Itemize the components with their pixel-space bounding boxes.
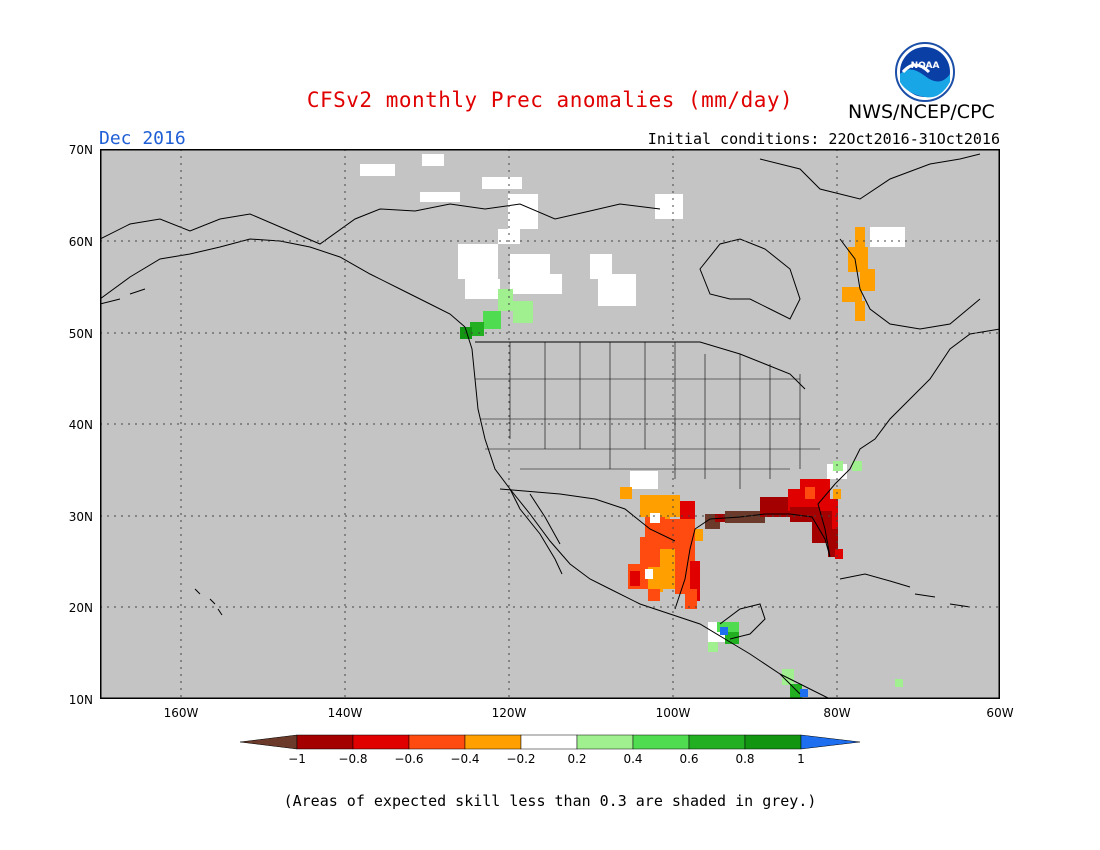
lon-label-160w: 160W: [163, 706, 199, 720]
lon-label-60w: 60W: [986, 706, 1014, 720]
lon-label-100w: 100W: [655, 706, 691, 720]
coastlines: [100, 153, 1000, 699]
lat-label-70n: 70N: [68, 143, 93, 157]
colorbar: [240, 734, 860, 750]
agency-label: NWS/NCEP/CPC: [848, 101, 995, 123]
anomaly-negative: [620, 479, 843, 609]
colorbar-label: −1: [288, 752, 306, 766]
svg-text:NOAA: NOAA: [911, 61, 940, 71]
state-borders: [475, 342, 820, 489]
lat-label-40n: 40N: [68, 418, 93, 432]
colorbar-label: 0.8: [735, 752, 755, 766]
colorbar-label: 0.2: [567, 752, 587, 766]
anomaly-positive: [460, 289, 903, 698]
colorbar-label: 1: [797, 752, 805, 766]
map-title: CFSv2 monthly Prec anomalies (mm/day): [306, 88, 794, 112]
colorbar-label: −0.4: [450, 752, 480, 766]
lat-label-60n: 60N: [68, 235, 93, 249]
lon-label-120w: 120W: [491, 706, 527, 720]
forecast-month: Dec 2016: [99, 128, 186, 149]
lon-label-140w: 140W: [327, 706, 363, 720]
colorbar-label: 0.4: [623, 752, 643, 766]
skill-note: (Areas of expected skill less than 0.3 a…: [283, 792, 817, 810]
anomaly-near-zero: [360, 154, 905, 642]
lat-label-20n: 20N: [68, 601, 93, 615]
colorbar-label: −0.6: [394, 752, 424, 766]
lat-label-30n: 30N: [68, 510, 93, 524]
initial-conditions: Initial conditions: 22Oct2016-31Oct2016: [647, 130, 1000, 148]
lat-label-10n: 10N: [68, 693, 93, 707]
colorbar-label: −0.8: [338, 752, 368, 766]
anomaly-map: [100, 149, 1000, 699]
anomaly-labrador: [842, 227, 875, 321]
colorbar-label: 0.6: [679, 752, 699, 766]
noaa-logo: NOAA: [895, 42, 955, 102]
lon-label-80w: 80W: [823, 706, 851, 720]
map-frame: [100, 149, 1000, 699]
graticule: [100, 149, 1000, 699]
colorbar-label: −0.2: [506, 752, 536, 766]
lat-label-50n: 50N: [68, 327, 93, 341]
